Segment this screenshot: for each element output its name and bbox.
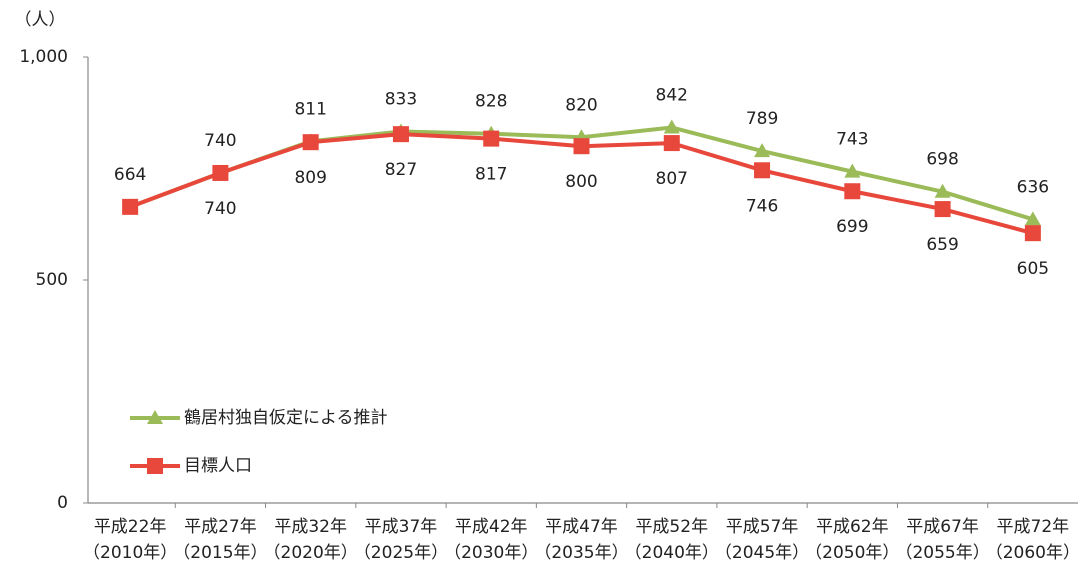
data-label: 605 (1017, 259, 1049, 279)
x-tick-label: 平成72年 （2060年） (986, 517, 1080, 563)
point (844, 163, 861, 178)
point (663, 135, 680, 152)
x-tick-label-line: （2050年） (805, 543, 899, 563)
x-tick-label-line: 平成27年 (184, 517, 257, 537)
data-label: 746 (746, 196, 778, 216)
point (122, 198, 139, 215)
x-tick-label-line: （2025年） (354, 543, 448, 563)
x-tick-label-line: （2040年） (625, 543, 719, 563)
legend-marker (147, 458, 163, 474)
x-tick-label-line: （2045年） (715, 543, 809, 563)
x-tick-label-line: （2030年） (444, 543, 538, 563)
data-label: 828 (475, 92, 507, 112)
data-label: 699 (836, 217, 868, 237)
data-label: 820 (565, 95, 597, 115)
data-label: 740 (204, 199, 236, 219)
y-tick-label: 1,000 (19, 47, 68, 67)
data-label: 800 (565, 172, 597, 192)
x-tick-label: 平成37年 （2025年） (354, 517, 448, 563)
point (934, 183, 951, 198)
x-tick-label: 平成62年 （2050年） (805, 517, 899, 563)
data-label: 740 (204, 131, 236, 151)
legend-label: 目標人口 (184, 456, 252, 476)
data-label: 811 (294, 99, 326, 119)
x-tick-label-line: 平成57年 (726, 517, 799, 537)
point (754, 143, 771, 158)
point (392, 126, 409, 143)
legend-marker (147, 410, 163, 424)
x-tick-label-line: 平成52年 (635, 517, 708, 537)
x-tick-label: 平成22年 （2010年） (83, 517, 177, 563)
data-label: 743 (836, 130, 868, 150)
x-tick-label-line: （2010年） (83, 543, 177, 563)
x-tick-label: 平成27年 （2015年） (173, 517, 267, 563)
point (754, 162, 771, 179)
x-tick-label-line: 平成47年 (545, 517, 618, 537)
data-label: 659 (926, 235, 958, 255)
point (934, 201, 951, 218)
data-label: 698 (926, 150, 958, 170)
x-tick-label-line: 平成22年 (94, 517, 167, 537)
point (573, 138, 590, 155)
x-tick-label-line: 平成72年 (997, 517, 1070, 537)
x-tick-label-line: （2035年） (534, 543, 628, 563)
point (483, 130, 500, 147)
x-tick-label: 平成67年 （2055年） (895, 517, 989, 563)
data-label: 807 (656, 169, 688, 189)
x-tick-label-line: 平成42年 (455, 517, 528, 537)
x-tick-label: 平成32年 （2020年） (264, 517, 358, 563)
x-tick-label-line: （2055年） (895, 543, 989, 563)
data-label: 664 (114, 165, 146, 185)
point (844, 183, 861, 200)
y-tick-label: 500 (36, 270, 68, 290)
x-tick-label: 平成52年 （2040年） (625, 517, 719, 563)
y-axis-label: （人） (15, 10, 66, 30)
data-label: 817 (475, 165, 507, 185)
data-label: 842 (656, 85, 688, 105)
x-tick-label: 平成57年 （2045年） (715, 517, 809, 563)
data-label: 827 (385, 160, 417, 180)
x-tick-label-line: 平成67年 (906, 517, 979, 537)
y-tick-label: 0 (57, 493, 68, 513)
data-label: 636 (1017, 177, 1049, 197)
point (212, 164, 229, 181)
x-tick-label-line: （2015年） (173, 543, 267, 563)
x-tick-label: 平成42年 （2030年） (444, 517, 538, 563)
x-tick-label-line: 平成32年 (274, 517, 347, 537)
point (302, 134, 319, 151)
point (1024, 225, 1041, 242)
data-label: 833 (385, 89, 417, 109)
data-label: 789 (746, 109, 778, 129)
point (1024, 211, 1041, 226)
legend-label: 鶴居村独自仮定による推計 (184, 408, 388, 428)
x-tick-label-line: 平成62年 (816, 517, 889, 537)
x-tick-label: 平成47年 （2035年） (534, 517, 628, 563)
x-tick-label-line: （2060年） (986, 543, 1080, 563)
x-tick-label-line: （2020年） (264, 543, 358, 563)
x-tick-label-line: 平成37年 (365, 517, 438, 537)
data-label: 809 (294, 168, 326, 188)
point (663, 119, 680, 134)
